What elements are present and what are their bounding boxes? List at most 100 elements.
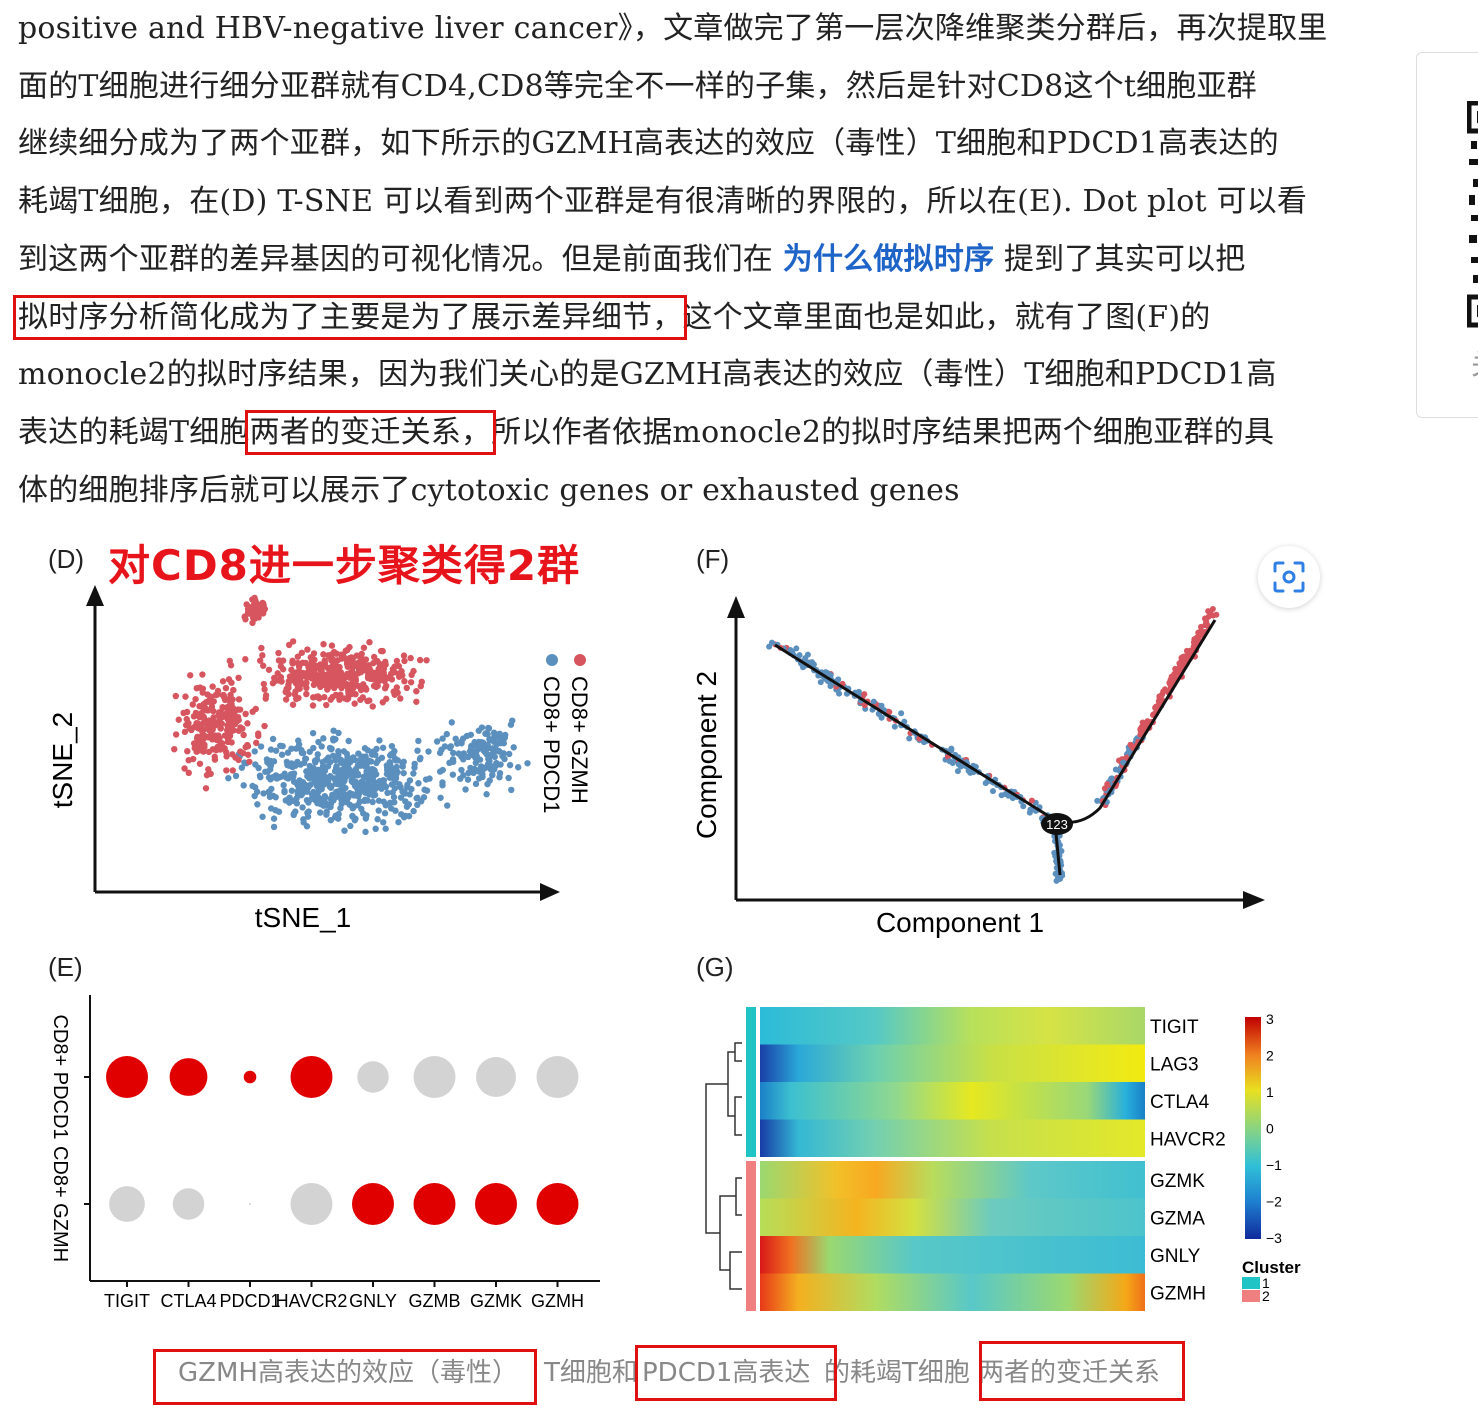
image-scan-button[interactable]: [1258, 546, 1320, 608]
tsne-point: [391, 799, 398, 806]
heatmap-gene-label: LAG3: [1150, 1055, 1199, 1076]
tsne-point: [303, 690, 310, 698]
tsne-point: [304, 670, 311, 677]
tsne-point: [371, 778, 378, 786]
tsne-point: [330, 684, 338, 692]
tsne-point: [418, 678, 425, 686]
tsne-point: [375, 756, 382, 764]
tsne-point: [349, 685, 357, 692]
tsne-point: [242, 656, 249, 663]
dot-mark: [109, 1186, 145, 1222]
tsne-point: [290, 770, 298, 777]
traj-y-arrow: [727, 596, 745, 618]
tsne-point: [292, 808, 299, 815]
tsne-point: [347, 822, 354, 830]
tsne-point: [292, 688, 299, 695]
paragraph-line: 表达的耗竭T细胞两者的变迁关系，所以作者依据monocle2的拟时序结果把两个细…: [18, 404, 1338, 462]
caption-part: PDCD1高表达: [642, 1358, 811, 1388]
cluster-legend-swatch-2: [1242, 1290, 1260, 1302]
paragraph-line: positive and HBV-negative liver cancer》，…: [18, 11, 1328, 46]
tsne-point: [411, 764, 418, 771]
tsne-point: [225, 703, 232, 710]
tsne-point: [387, 670, 395, 678]
trajectory-point: [1120, 759, 1127, 766]
tsne-point: [270, 823, 278, 831]
tsne-point: [491, 753, 498, 761]
tsne-point: [460, 750, 467, 757]
tsne-point: [397, 695, 404, 702]
dot-x-label: TIGIT: [104, 1291, 150, 1311]
heatmap-row: [760, 1044, 1145, 1082]
trajectory-point: [946, 758, 953, 765]
tsne-point: [378, 664, 386, 672]
tsne-point: [352, 766, 359, 774]
tsne-point: [403, 803, 411, 810]
tsne-point: [292, 695, 300, 703]
tsne-point: [304, 813, 312, 820]
tsne-point: [246, 758, 253, 765]
tsne-point: [381, 810, 389, 817]
tsne-point: [295, 737, 302, 744]
dot-x-label: HAVCR2: [276, 1291, 348, 1311]
tsne-point: [355, 750, 362, 757]
tsne-point: [321, 660, 329, 667]
tsne-point: [356, 756, 363, 764]
tsne-point: [417, 754, 424, 762]
sidebar-card[interactable]: 关: [1416, 52, 1478, 418]
tsne-point: [437, 794, 444, 801]
tsne-point: [320, 651, 327, 658]
tsne-point: [328, 679, 336, 686]
trajectory-point: [948, 745, 955, 752]
tsne-point: [279, 666, 287, 673]
tsne-point: [496, 769, 504, 777]
tsne-point: [289, 701, 297, 708]
tsne-point: [420, 794, 428, 801]
tsne-point: [207, 693, 214, 700]
tsne-point: [379, 744, 387, 751]
tsne-point: [290, 797, 297, 805]
tsne-point: [339, 771, 347, 778]
tsne-point: [199, 671, 206, 678]
traj-x-arrow: [1243, 891, 1265, 909]
tsne-point: [262, 692, 270, 699]
tsne-point: [235, 756, 242, 764]
tsne-point: [480, 765, 488, 772]
tsne-point: [295, 681, 302, 688]
caption-highlight-box: [635, 1345, 837, 1401]
tsne-point: [298, 746, 305, 754]
tsne-point: [507, 721, 515, 728]
heatmap-gene-label: CTLA4: [1150, 1092, 1210, 1113]
tsne-point: [336, 696, 343, 703]
tsne-point: [475, 727, 482, 734]
tsne-point: [181, 728, 189, 736]
tsne-point: [439, 779, 446, 786]
tsne-point: [361, 789, 369, 796]
tsne-point: [290, 778, 298, 785]
tsne-point: [308, 655, 315, 662]
trajectory-point: [1203, 620, 1210, 627]
trajectory-point: [810, 661, 817, 668]
dot-plot: CD8+ PDCD1 CD8+ GZMH TIGIT CTLA4 PDCD1HAVC…: [49, 995, 600, 1311]
tsne-point: [312, 779, 320, 786]
tsne-point: [392, 757, 399, 764]
tsne-point: [270, 815, 278, 822]
paragraph-line: monocle2的拟时序结果，因为我们关心的是GZMH高表达的效应（毒性）T细胞…: [18, 357, 1277, 393]
tsne-point: [458, 738, 465, 745]
tsne-point: [337, 805, 344, 812]
tsne-point: [335, 751, 342, 759]
tsne-point: [298, 649, 306, 656]
why-pseudotime-link[interactable]: 为什么做拟时序: [782, 241, 995, 277]
tsne-point: [401, 678, 408, 685]
tsne-point: [421, 786, 428, 793]
tsne-point: [189, 701, 196, 708]
tsne-point: [252, 597, 259, 604]
paragraph-line: 耗竭T细胞，在(D) T-SNE 可以看到两个亚群是有很清晰的界限的，所以在(E…: [18, 184, 1308, 220]
tsne-point: [180, 709, 187, 717]
tsne-point: [326, 744, 334, 752]
heatmap-gene-label: GNLY: [1150, 1246, 1201, 1267]
panel-label-g: (G): [696, 952, 734, 982]
trajectory-point: [1125, 748, 1132, 755]
tsne-point: [423, 657, 430, 664]
dot-mark: [475, 1183, 517, 1225]
